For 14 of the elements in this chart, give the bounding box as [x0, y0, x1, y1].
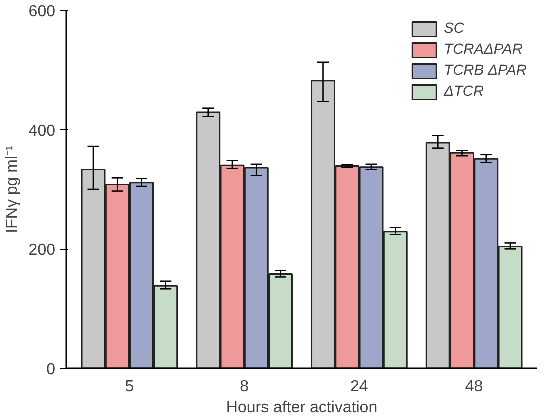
y-tick-label: 400 — [28, 122, 56, 140]
y-tick-label: 600 — [28, 4, 56, 20]
x-tick-label: 5 — [125, 378, 134, 396]
y-tick-label: 0 — [46, 362, 56, 378]
legend-label: ΔTCR — [444, 84, 484, 100]
legend-label: TCRB ΔPAR — [444, 63, 527, 79]
y-axis-title: IFNγ pg ml⁻¹ — [4, 146, 21, 234]
x-tick-label: 24 — [350, 378, 368, 396]
legend-label: SC — [444, 21, 465, 37]
y-tick-label: 200 — [28, 242, 56, 260]
x-axis-title: Hours after activation — [226, 400, 378, 416]
legend-label: TCRAΔPAR — [444, 42, 523, 58]
x-tick-label: 8 — [240, 378, 250, 396]
x-tick-label: 48 — [465, 378, 484, 396]
